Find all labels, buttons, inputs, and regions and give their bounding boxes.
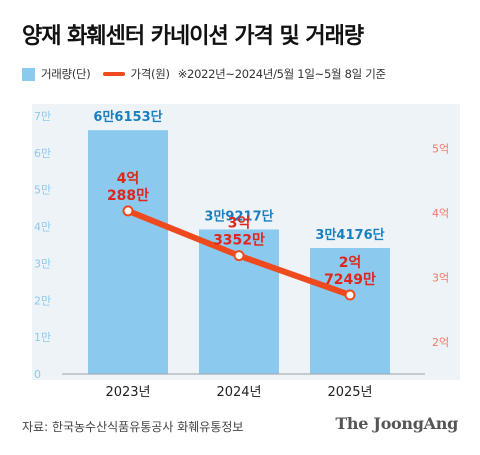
bar-value-label: 6만6153단 [93, 109, 162, 125]
y-left-tick-label: 4만 [34, 221, 51, 234]
price-value-label-line: 3352만 [213, 233, 265, 249]
legend-price-label: 가격(원) [130, 67, 171, 81]
y-left-tick-label: 2만 [34, 294, 51, 307]
x-tick-label: 2025년 [327, 385, 372, 400]
y-left-tick-label: 0 [34, 368, 41, 381]
price-point [344, 289, 356, 301]
source-note: 자료: 한국농수산식품유통공사 화훼유통정보 [22, 420, 244, 434]
price-value-label: 2억 7249만 [324, 255, 376, 288]
y-left-tick-label: 3만 [34, 257, 51, 270]
y-right-tick-label: 4억 [432, 207, 449, 220]
y-left-tick-label: 6만 [34, 147, 51, 160]
legend-volume-label: 거래량(단) [41, 67, 91, 81]
x-tick-label: 2024년 [216, 385, 261, 400]
bar-value-label: 3만9217단 [204, 208, 273, 224]
price-value-label: 3억 3352만 [213, 216, 265, 249]
y-left-tick-label: 7만 [34, 110, 51, 123]
legend-line-swatch [102, 72, 125, 76]
y-right-tick-label: 2억 [432, 336, 449, 349]
y-left-tick-label: 5만 [34, 184, 51, 197]
x-tick-label: 2023년 [105, 385, 150, 400]
price-value-label-line: 4억 [117, 171, 140, 187]
y-right-tick-label: 5억 [432, 142, 449, 155]
price-point [122, 205, 134, 217]
legend: 거래량(단) 가격(원) ※2022년~2024년/5월 1일~5월 8일 기준 [22, 66, 386, 82]
price-value-label-line: 3억 [228, 216, 251, 232]
publisher-logo: The JoongAng [335, 414, 458, 433]
price-value-label-line: 288만 [107, 188, 149, 204]
legend-bar-swatch [22, 67, 35, 81]
y-left-tick-label: 1만 [34, 331, 51, 344]
price-value-label: 4억 288만 [107, 171, 149, 204]
bar [310, 248, 390, 374]
legend-note: ※2022년~2024년/5월 1일~5월 8일 기준 [177, 67, 386, 81]
chart-title: 양재 화훼센터 카네이션 가격 및 거래량 [22, 24, 364, 49]
price-point [233, 250, 245, 262]
price-value-label-line: 7249만 [324, 272, 376, 288]
bar [88, 130, 168, 374]
price-value-label-line: 2억 [339, 255, 362, 271]
y-right-tick-label: 3억 [432, 271, 449, 284]
bar-value-label: 3만4176단 [315, 227, 384, 243]
